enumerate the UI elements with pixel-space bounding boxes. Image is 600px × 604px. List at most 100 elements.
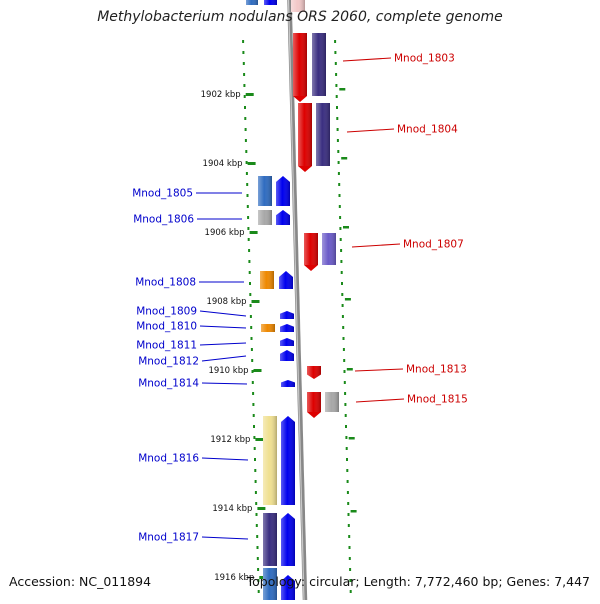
gene-box-shade xyxy=(293,33,307,96)
track-dot xyxy=(342,326,345,329)
track-dot xyxy=(255,524,258,527)
gene-box-shade xyxy=(307,392,321,412)
track-dot xyxy=(349,568,352,571)
leader-line xyxy=(354,368,404,372)
tick-mark xyxy=(253,369,262,372)
protein-box xyxy=(316,103,330,166)
track-dot xyxy=(256,546,259,549)
track-dot xyxy=(254,458,256,461)
track-dot xyxy=(248,249,251,252)
track-dot xyxy=(253,447,256,450)
tick-mark-right xyxy=(348,437,355,440)
track-dot xyxy=(348,557,351,560)
leader-line xyxy=(199,342,247,346)
track-dot xyxy=(344,403,347,406)
track-dot xyxy=(334,51,337,54)
track-dot xyxy=(337,150,340,153)
track-dot xyxy=(336,106,338,109)
gene-arrow xyxy=(276,176,290,206)
track-dot xyxy=(349,590,352,593)
track-dot xyxy=(249,315,252,318)
gene-label: Mnod_1808 xyxy=(135,277,196,289)
gene-arrow-shade xyxy=(281,575,295,604)
track-dot xyxy=(253,436,256,439)
track-dot xyxy=(247,216,250,219)
gene-label: Mnod_1811 xyxy=(136,340,197,352)
backbone-highlight xyxy=(287,0,305,604)
gene-box-shade xyxy=(263,568,277,604)
track-dot xyxy=(343,381,346,384)
cog-box xyxy=(263,416,277,505)
topology-label: Topology: circular xyxy=(246,574,356,589)
protein-box xyxy=(325,392,339,412)
track-dot xyxy=(346,458,348,461)
track-dot xyxy=(344,414,347,417)
gene-arrow xyxy=(279,271,293,289)
map-title: Methylobacterium nodulans ORS 2060, comp… xyxy=(97,9,503,25)
track-dot xyxy=(335,84,338,87)
track-dot xyxy=(242,51,245,54)
genome-backbone xyxy=(287,0,308,604)
track-dot xyxy=(347,502,350,505)
track-dot xyxy=(340,249,343,252)
leader-line xyxy=(351,243,401,248)
genome-summary: Topology: circularLength: 7,772,460 bpGe… xyxy=(247,574,590,589)
gene-label: Mnod_1809 xyxy=(136,306,197,318)
track-dot xyxy=(341,293,344,296)
gene-label: Mnod_1810 xyxy=(136,321,197,333)
gene-arrow xyxy=(281,380,295,387)
gene-arrow-shade xyxy=(280,311,294,319)
genes-count-label: Genes: 7,447 xyxy=(498,574,590,589)
cog-box-partial xyxy=(263,568,277,604)
track-dot xyxy=(249,304,252,307)
gene-arrow xyxy=(276,210,290,225)
gene-box-shade xyxy=(246,0,258,5)
track-dot xyxy=(336,128,339,131)
track-dot xyxy=(245,161,248,164)
gene-arrow-shade xyxy=(281,380,295,387)
gene-arrow-partial xyxy=(281,575,295,604)
tick-mark xyxy=(247,162,256,165)
gene-arrow xyxy=(280,311,294,319)
gene-label: Mnod_1813 xyxy=(406,364,467,376)
leader-line xyxy=(199,325,247,329)
cog-box xyxy=(263,513,277,566)
tick-mark-right xyxy=(350,510,357,513)
tick-mark-right xyxy=(341,157,348,160)
gene-box-shade xyxy=(291,0,305,12)
leader-line xyxy=(201,457,249,461)
track-dot xyxy=(342,337,345,340)
gene-box-shade xyxy=(263,513,277,566)
gene-arrow xyxy=(307,366,321,379)
gene-arrow xyxy=(281,416,295,505)
leader-line xyxy=(201,355,247,362)
gene-arrow-shade xyxy=(279,271,293,289)
backbone-line xyxy=(287,0,308,604)
tick-mark-right xyxy=(346,368,353,371)
cog-box xyxy=(307,392,321,412)
track-dot xyxy=(252,403,255,406)
track-dot xyxy=(257,590,260,593)
gene-arrow-shade xyxy=(280,338,294,346)
cog-box xyxy=(261,324,275,332)
track-dot xyxy=(348,535,351,538)
length-label: Length: 7,772,460 bp xyxy=(355,574,498,589)
gene-arrow-shade xyxy=(280,324,294,332)
tick-label: 1914 kbp xyxy=(212,504,252,514)
track-dot xyxy=(254,480,257,483)
tick-label: 1906 kbp xyxy=(205,228,245,238)
cog-box xyxy=(258,210,272,225)
track-dot xyxy=(337,172,340,175)
track-dot xyxy=(338,183,341,186)
track-dot xyxy=(255,502,258,505)
track-dot xyxy=(246,183,249,186)
leader-line xyxy=(201,382,248,385)
gene-arrow-tip xyxy=(293,96,307,102)
track-dot xyxy=(344,392,347,395)
track-dot xyxy=(345,436,348,439)
gene-arrow-shade xyxy=(281,416,295,505)
track-dot xyxy=(346,491,349,494)
track-dot xyxy=(346,480,349,483)
leader-line xyxy=(355,398,405,403)
